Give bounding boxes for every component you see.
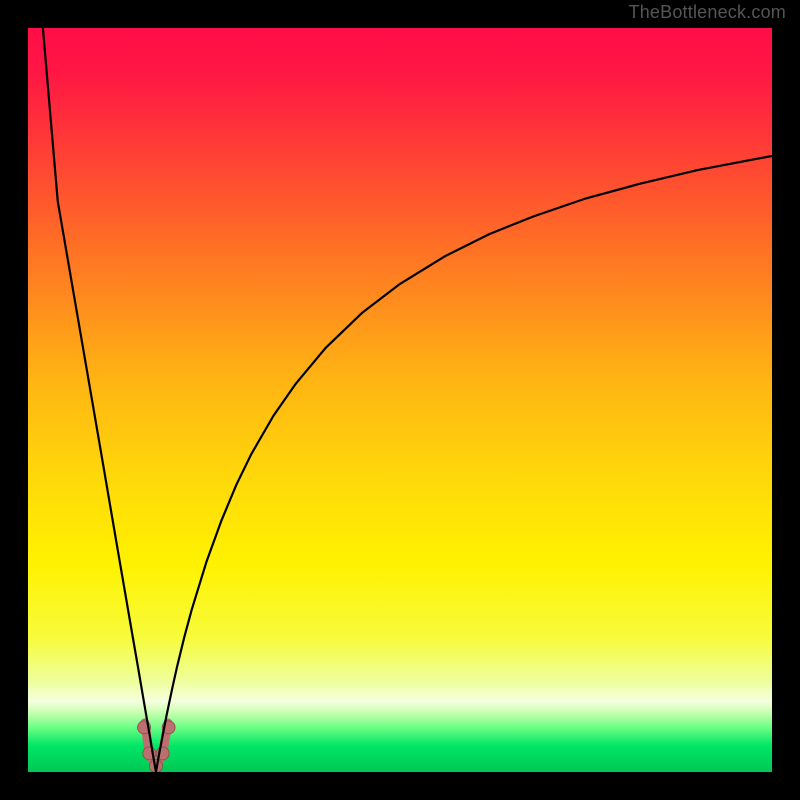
bottleneck-chart — [0, 0, 800, 800]
plot-gradient-background — [28, 28, 772, 772]
chart-container: TheBottleneck.com — [0, 0, 800, 800]
watermark-text: TheBottleneck.com — [629, 2, 786, 23]
